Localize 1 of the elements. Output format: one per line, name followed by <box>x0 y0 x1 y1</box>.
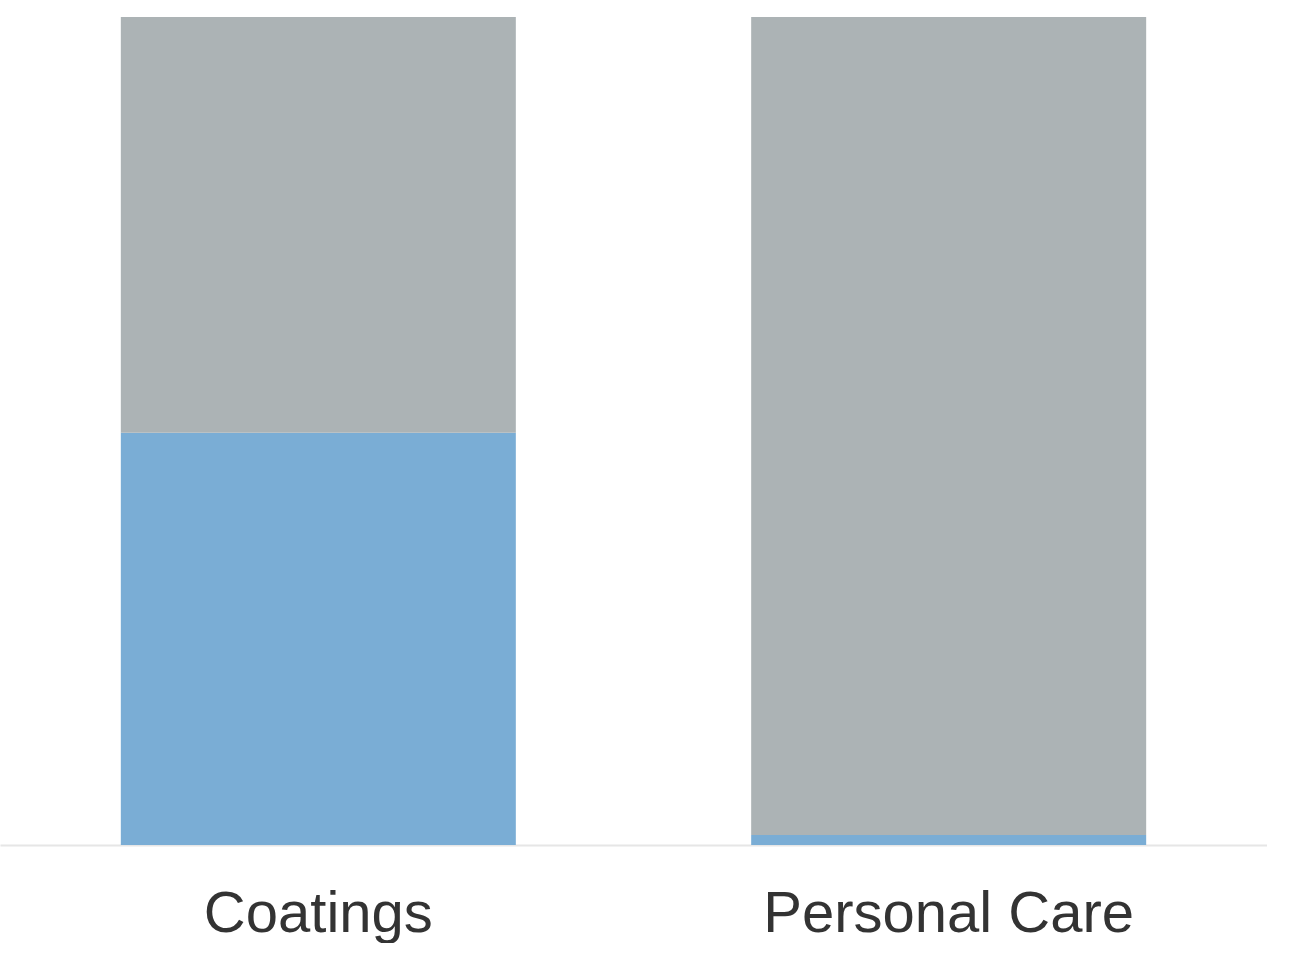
x-tick-label: Personal Care <box>763 878 1135 944</box>
